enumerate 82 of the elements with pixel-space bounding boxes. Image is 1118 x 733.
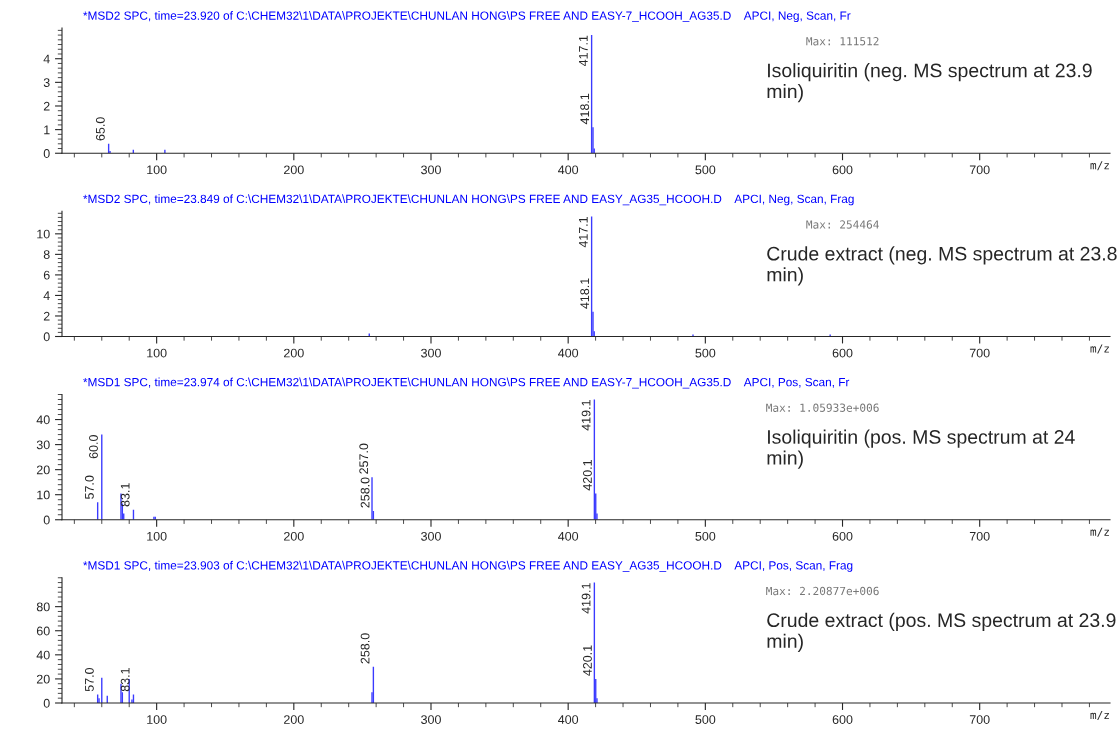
x-tick-label: 600 xyxy=(832,531,853,541)
annotation: 257.0 xyxy=(359,443,369,474)
x-tick-label: 600 xyxy=(832,715,853,724)
x-tick-label: 600 xyxy=(832,165,853,175)
x-axis-title: m/z xyxy=(1090,161,1109,171)
x-tick-label: 300 xyxy=(421,715,441,724)
x-tick-label: 100 xyxy=(147,531,167,541)
x-axis-title: m/z xyxy=(1090,344,1109,354)
y-tick-label: 2 xyxy=(43,101,50,111)
annotation: 420.1 xyxy=(583,645,592,676)
y-tick-label: 80 xyxy=(36,602,50,612)
y-tick-label: 8 xyxy=(43,250,50,260)
x-tick-label: 500 xyxy=(695,165,716,175)
x-tick-label: 200 xyxy=(284,348,304,358)
x-tick-label: 700 xyxy=(969,348,990,358)
annotation: Crude extract (pos. MS spectrum at 23.9 min) xyxy=(767,612,1116,652)
y-tick-label: 10 xyxy=(37,229,50,239)
x-tick-label: 200 xyxy=(284,165,304,175)
x-tick-label: 500 xyxy=(695,531,716,541)
annotation: 420.1 xyxy=(583,460,592,491)
annotation: 417.1 xyxy=(579,216,588,248)
x-tick-label: 100 xyxy=(147,165,167,175)
chart-title: *MSD2 SPC, time=23.849 of C:\CHEM32\1\DATA\PROJEKTE\CHUNLAN HONG\PS FREE AND EASY_AG35_HCOOH.D APCI, Neg, Scan, Frag xyxy=(83,194,854,206)
x-tick-label: 500 xyxy=(695,715,716,724)
y-tick-label: 4 xyxy=(43,291,50,300)
annotation: 57.0 xyxy=(84,667,94,692)
x-tick-label: 300 xyxy=(421,531,441,541)
y-tick-label: 60 xyxy=(36,626,50,636)
x-tick-label: 400 xyxy=(558,715,579,724)
x-tick-label: 400 xyxy=(558,165,579,175)
y-tick-label: 2 xyxy=(43,311,50,321)
x-tick-label: 400 xyxy=(558,348,579,358)
y-tick-label: 40 xyxy=(36,415,50,425)
chart-title: *MSD1 SPC, time=23.974 of C:\CHEM32\1\DATA\PROJEKTE\CHUNLAN HONG\PS FREE AND EASY-7_HCOOH_AG35.D APCI, Pos, Scan, Fr xyxy=(83,377,850,389)
chart-title: *MSD2 SPC, time=23.920 of C:\CHEM32\1\DATA\PROJEKTE\CHUNLAN HONG\PS FREE AND EASY-7_HCOOH_AG35.D APCI, Neg, Scan, Fr xyxy=(83,11,851,23)
x-tick-label: 700 xyxy=(969,715,990,724)
x-tick-label: 300 xyxy=(421,165,441,175)
annotation: 417.1 xyxy=(579,35,588,67)
x-tick-label: 300 xyxy=(421,348,441,358)
annotation: 418.1 xyxy=(580,93,590,125)
annotation: 258.0 xyxy=(360,477,370,508)
chart-title: *MSD1 SPC, time=23.903 of C:\CHEM32\1\DATA\PROJEKTE\CHUNLAN HONG\PS FREE AND EASY_AG35_HCOOH.D APCI, Pos, Scan, Frag xyxy=(83,560,853,572)
y-tick-label: 3 xyxy=(43,78,50,88)
y-tick-label: 1 xyxy=(44,125,50,135)
y-tick-label: 4 xyxy=(43,54,50,64)
annotation: 57.0 xyxy=(84,475,94,499)
annotation: 60.0 xyxy=(89,435,98,459)
annotation: 418.1 xyxy=(580,278,590,309)
y-tick-label: 0 xyxy=(43,515,50,525)
x-tick-label: 700 xyxy=(969,165,990,175)
x-tick-label: 200 xyxy=(284,715,304,724)
x-axis-title: m/z xyxy=(1090,710,1109,721)
annotation: Crude extract (neg. MS spectrum at 23.8 min) xyxy=(767,246,1117,286)
annotation: 83.1 xyxy=(120,668,130,692)
y-tick-label: 0 xyxy=(43,698,50,708)
annotation: 258.0 xyxy=(360,633,370,664)
annotation: 83.1 xyxy=(120,483,130,507)
y-tick-label: 6 xyxy=(43,270,50,280)
y-tick-label: 10 xyxy=(37,490,50,500)
x-tick-label: 100 xyxy=(147,715,167,724)
annotation: 65.0 xyxy=(95,117,105,141)
x-tick-label: 200 xyxy=(284,531,304,541)
y-tick-label: 0 xyxy=(43,149,50,158)
x-tick-label: 500 xyxy=(695,348,716,358)
annotation: Max: 2.20877e+006 xyxy=(766,586,879,596)
x-tick-label: 600 xyxy=(832,348,853,358)
annotation: 419.1 xyxy=(581,583,591,614)
y-tick-label: 20 xyxy=(36,674,50,684)
annotation: Isoliquiritin (neg. MS spectrum at 23.9 min) xyxy=(767,63,1092,103)
x-tick-label: 400 xyxy=(558,531,579,541)
x-tick-label: 700 xyxy=(969,531,990,541)
y-tick-label: 0 xyxy=(43,332,50,342)
annotation: Max: 254464 xyxy=(806,220,879,229)
x-tick-label: 100 xyxy=(147,348,167,358)
y-tick-label: 40 xyxy=(36,650,50,660)
annotation: 419.1 xyxy=(581,400,591,431)
y-tick-label: 20 xyxy=(36,465,50,475)
y-tick-label: 30 xyxy=(36,440,50,450)
annotation: Max: 111512 xyxy=(806,37,879,46)
annotation: Max: 1.05933e+006 xyxy=(766,403,879,412)
annotation: Isoliquiritin (pos. MS spectrum at 24 min) xyxy=(767,429,1075,469)
x-axis-title: m/z xyxy=(1090,527,1109,537)
